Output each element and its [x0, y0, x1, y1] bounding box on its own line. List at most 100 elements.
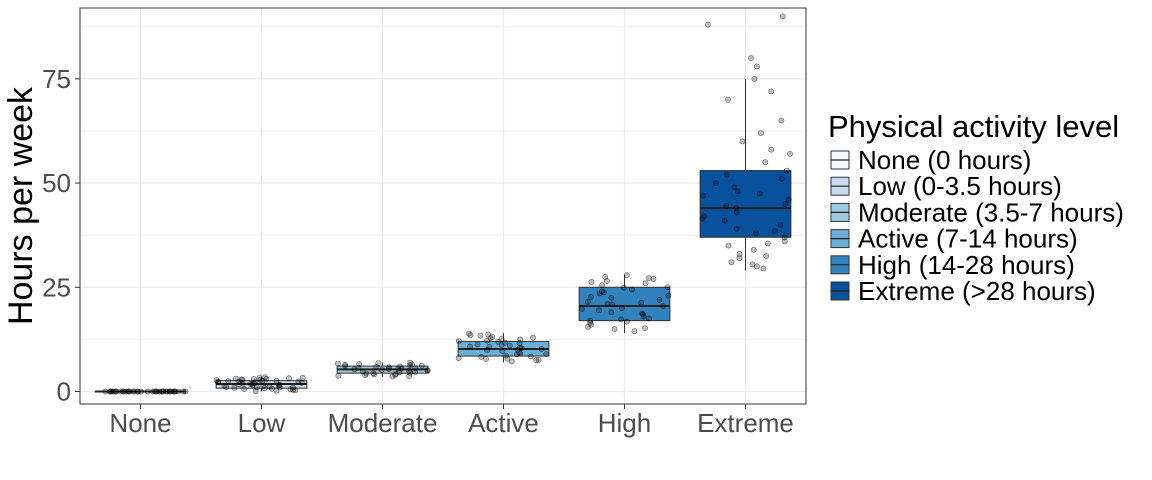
data-point	[699, 215, 706, 222]
data-point	[530, 334, 536, 341]
data-point	[418, 362, 425, 369]
data-point	[144, 388, 151, 395]
data-point	[750, 246, 757, 253]
data-point	[781, 238, 788, 245]
data-point	[656, 296, 663, 303]
data-point	[731, 184, 738, 191]
data-point	[640, 311, 646, 318]
legend-label: Extreme (>28 hours)	[858, 276, 1096, 306]
data-point	[106, 388, 113, 395]
data-point	[777, 221, 784, 228]
data-point	[334, 360, 341, 367]
data-point	[253, 384, 260, 391]
data-point	[596, 307, 602, 314]
data-point	[158, 388, 165, 395]
legend-title: Physical activity level	[828, 109, 1119, 144]
data-point	[498, 336, 505, 342]
x-tick-label: Low	[238, 408, 286, 438]
box-high	[578, 274, 671, 334]
data-point	[733, 225, 740, 232]
data-point	[779, 13, 786, 20]
data-point	[785, 196, 792, 203]
legend-label: Moderate (3.5-7 hours)	[858, 197, 1124, 227]
data-point	[596, 290, 603, 297]
data-point	[638, 299, 645, 306]
data-point	[758, 130, 764, 136]
data-point	[342, 361, 348, 368]
data-point	[721, 217, 728, 224]
data-point	[782, 200, 789, 207]
legend-item-low: Low (0-3.5 hours)	[830, 171, 1062, 201]
data-point	[257, 376, 264, 383]
x-tick-label: Moderate	[328, 408, 438, 438]
data-point	[406, 367, 412, 374]
data-point	[754, 63, 760, 70]
legend-label: Low (0-3.5 hours)	[858, 171, 1062, 201]
data-point	[734, 188, 741, 195]
data-point	[273, 387, 280, 394]
data-point	[748, 55, 754, 61]
data-point	[412, 368, 419, 375]
data-point	[725, 242, 732, 249]
data-point	[712, 180, 719, 186]
data-point	[137, 388, 144, 395]
data-point	[584, 298, 591, 305]
data-point	[290, 384, 296, 391]
data-point	[498, 341, 505, 348]
x-tick-label: High	[598, 408, 651, 438]
data-point	[424, 367, 431, 374]
legend-item-none: None (0 hours)	[830, 145, 1031, 175]
data-point	[764, 240, 771, 247]
legend-item-extreme: Extreme (>28 hours)	[830, 276, 1096, 306]
data-point	[781, 234, 788, 241]
data-point	[171, 388, 177, 395]
data-point	[151, 388, 158, 395]
data-point	[787, 150, 793, 157]
data-point	[221, 383, 228, 389]
y-axis-title: Hours per week	[2, 86, 40, 325]
data-point	[650, 275, 657, 282]
data-point	[608, 309, 615, 316]
data-point	[587, 317, 594, 324]
data-point	[506, 342, 513, 349]
data-point	[751, 76, 758, 82]
data-point	[290, 386, 296, 393]
data-point	[762, 159, 769, 166]
data-point	[231, 384, 238, 391]
legend-label: Active (7-14 hours)	[858, 224, 1078, 254]
data-point	[621, 284, 627, 291]
data-point	[587, 319, 594, 326]
data-point	[392, 371, 399, 378]
data-point	[642, 280, 649, 286]
data-point	[467, 343, 473, 350]
data-point	[378, 366, 385, 373]
data-point	[618, 316, 624, 323]
data-point	[295, 378, 302, 385]
data-point	[664, 284, 671, 291]
data-point	[455, 355, 462, 361]
legend-item-active: Active (7-14 hours)	[830, 224, 1078, 254]
data-point	[335, 372, 342, 379]
data-point	[406, 373, 413, 379]
data-point	[760, 265, 767, 272]
legend-label: High (14-28 hours)	[858, 250, 1075, 280]
legend: Physical activity level None (0 hours)Lo…	[828, 109, 1124, 306]
data-point	[260, 382, 267, 389]
data-point	[527, 353, 534, 360]
data-point	[393, 371, 399, 377]
axes: 0 25 50 75 None Low Moderate Active High Extreme	[42, 64, 794, 438]
legend-label: None (0 hours)	[858, 145, 1031, 175]
data-point	[398, 365, 405, 372]
grid-lines	[80, 8, 806, 404]
data-point	[723, 203, 730, 209]
data-point	[373, 363, 380, 370]
panel-border	[79, 7, 807, 405]
data-point	[503, 352, 509, 359]
data-point	[518, 345, 525, 351]
data-point	[756, 190, 763, 197]
box-plot-series	[94, 78, 792, 393]
data-point	[736, 250, 743, 257]
data-point	[486, 343, 493, 350]
data-point	[538, 346, 545, 352]
